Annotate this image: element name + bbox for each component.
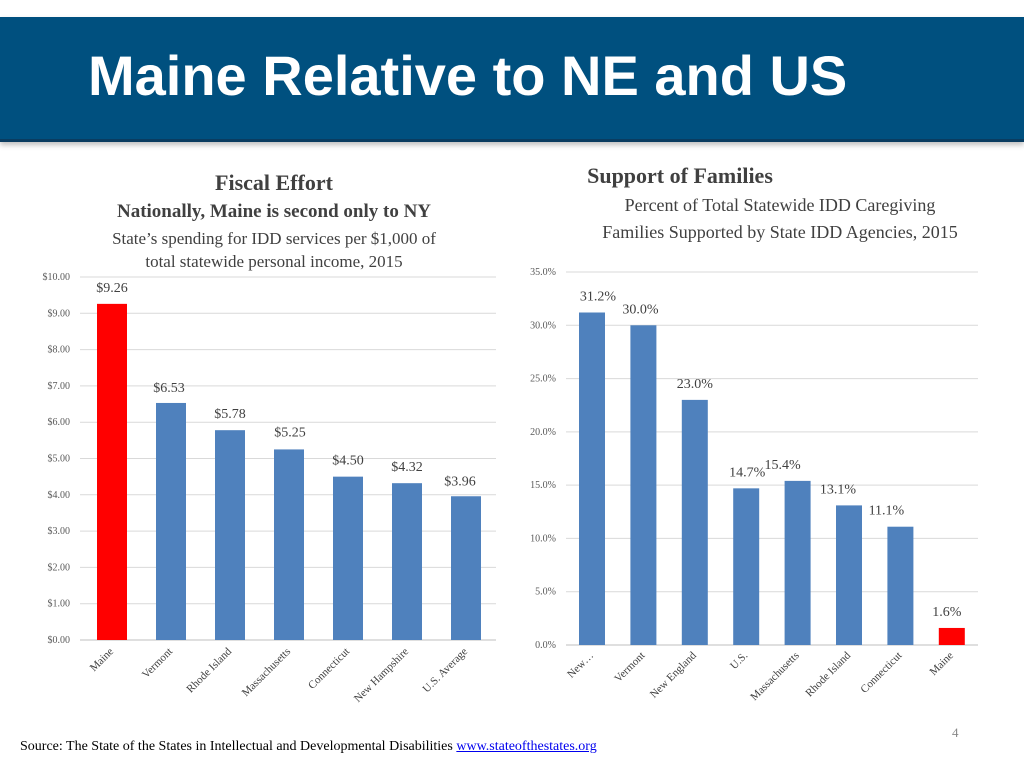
y-tick-label: $9.00 [48,308,71,319]
left-chart-subtitle: Nationally, Maine is second only to NY [116,201,432,222]
y-tick-label: $4.00 [48,490,71,501]
bar [333,476,363,640]
y-tick-label: 30.0% [530,320,556,331]
category-label: New… [565,650,596,681]
category-label: Rhode Island [184,645,234,695]
bar [156,402,186,640]
category-label: U.S. [728,649,750,671]
bar [733,488,760,645]
y-tick-label: 35.0% [530,267,556,278]
y-tick-label: 15.0% [530,480,556,491]
y-tick-label: 0.0% [535,640,556,651]
left-chart-title: Fiscal Effort [215,170,333,195]
category-label: New Hampshire [352,646,411,705]
bar [938,627,965,645]
bar [451,496,481,640]
page-number: 4 [952,725,959,740]
category-label: Maine [88,646,116,674]
category-label: Connecticut [858,650,904,696]
data-label: $4.50 [332,454,364,469]
data-label: $4.32 [391,460,423,475]
slide-title: Maine Relative to NE and US [88,44,848,107]
y-tick-label: $8.00 [48,345,71,356]
y-tick-label: $5.00 [48,454,71,465]
data-label: 14.7% [729,465,766,480]
y-tick-label: $2.00 [48,562,71,573]
bar [392,483,422,640]
data-label: 11.1% [869,504,905,519]
bar [836,505,862,645]
bar [887,526,914,645]
bar [274,449,304,640]
data-label: $6.53 [153,381,185,396]
left-chart-desc-1: State’s spending for IDD services per $1… [112,229,436,248]
data-label: 31.2% [580,289,617,304]
category-label: U.S. Average [421,646,471,696]
y-tick-label: $6.00 [48,417,71,428]
data-label: $5.25 [274,425,306,440]
data-label: $5.78 [214,407,246,422]
bar [97,303,127,640]
left-chart-desc-2: total statewide personal income, 2015 [145,252,403,271]
y-tick-label: 5.0% [535,587,556,598]
category-label: New England [648,649,699,700]
y-tick-label: $3.00 [48,526,71,537]
right-chart-title: Support of Families [587,163,773,188]
title-banner: Maine Relative to NE and US [0,17,1024,142]
data-label: 15.4% [765,458,802,473]
bar [784,480,811,645]
source-text: Source: The State of the States in Intel… [20,739,457,754]
y-tick-label: 25.0% [530,374,556,385]
right-chart-desc-1: Percent of Total Statewide IDD Caregivin… [624,195,936,215]
y-tick-label: $10.00 [43,272,71,283]
right-chart-desc-2: Families Supported by State IDD Agencies… [602,222,958,242]
y-tick-label: 10.0% [530,533,556,544]
bar [579,312,605,645]
category-label: Vermont [612,650,647,685]
data-label: $3.96 [444,474,476,489]
y-tick-label: $7.00 [48,381,71,392]
category-label: Massachusetts [748,650,801,703]
data-label: 30.0% [622,302,659,317]
bar [681,399,708,645]
data-label: 23.0% [677,377,714,392]
y-tick-label: $0.00 [48,635,71,646]
y-tick-label: $1.00 [48,599,71,610]
bar [630,325,657,645]
data-label: 1.6% [932,605,962,620]
source-citation: Source: The State of the States in Intel… [20,739,597,755]
category-label: Massachusetts [240,646,293,699]
category-label: Vermont [140,646,175,681]
bar [215,430,245,640]
category-label: Maine [928,650,956,678]
data-label: 13.1% [820,482,857,497]
source-link[interactable]: www.stateofthestates.org [456,739,597,754]
category-label: Rhode Island [803,649,853,699]
category-label: Connecticut [306,646,352,692]
data-label: $9.26 [96,281,128,296]
y-tick-label: 20.0% [530,427,556,438]
